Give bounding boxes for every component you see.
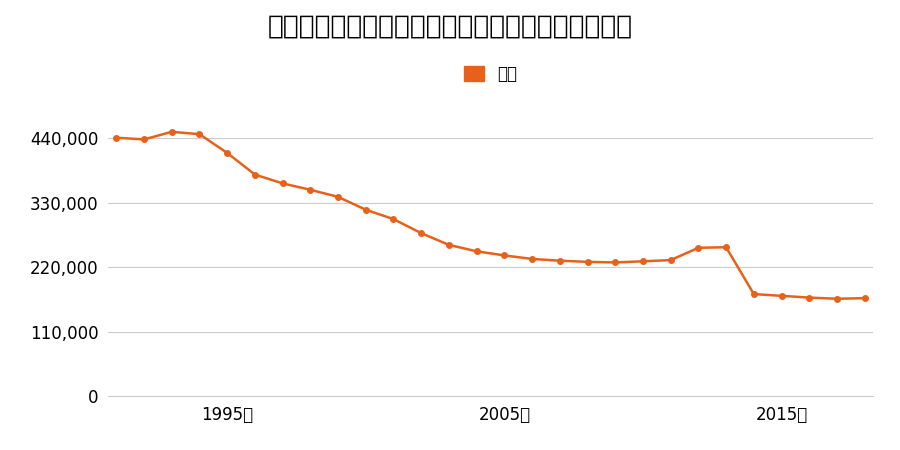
Text: 神奈川県横浜市泉区緑園１丁目１１番４の地価推移: 神奈川県横浜市泉区緑園１丁目１１番４の地価推移 [267, 14, 633, 40]
Legend: 価格: 価格 [457, 58, 524, 90]
